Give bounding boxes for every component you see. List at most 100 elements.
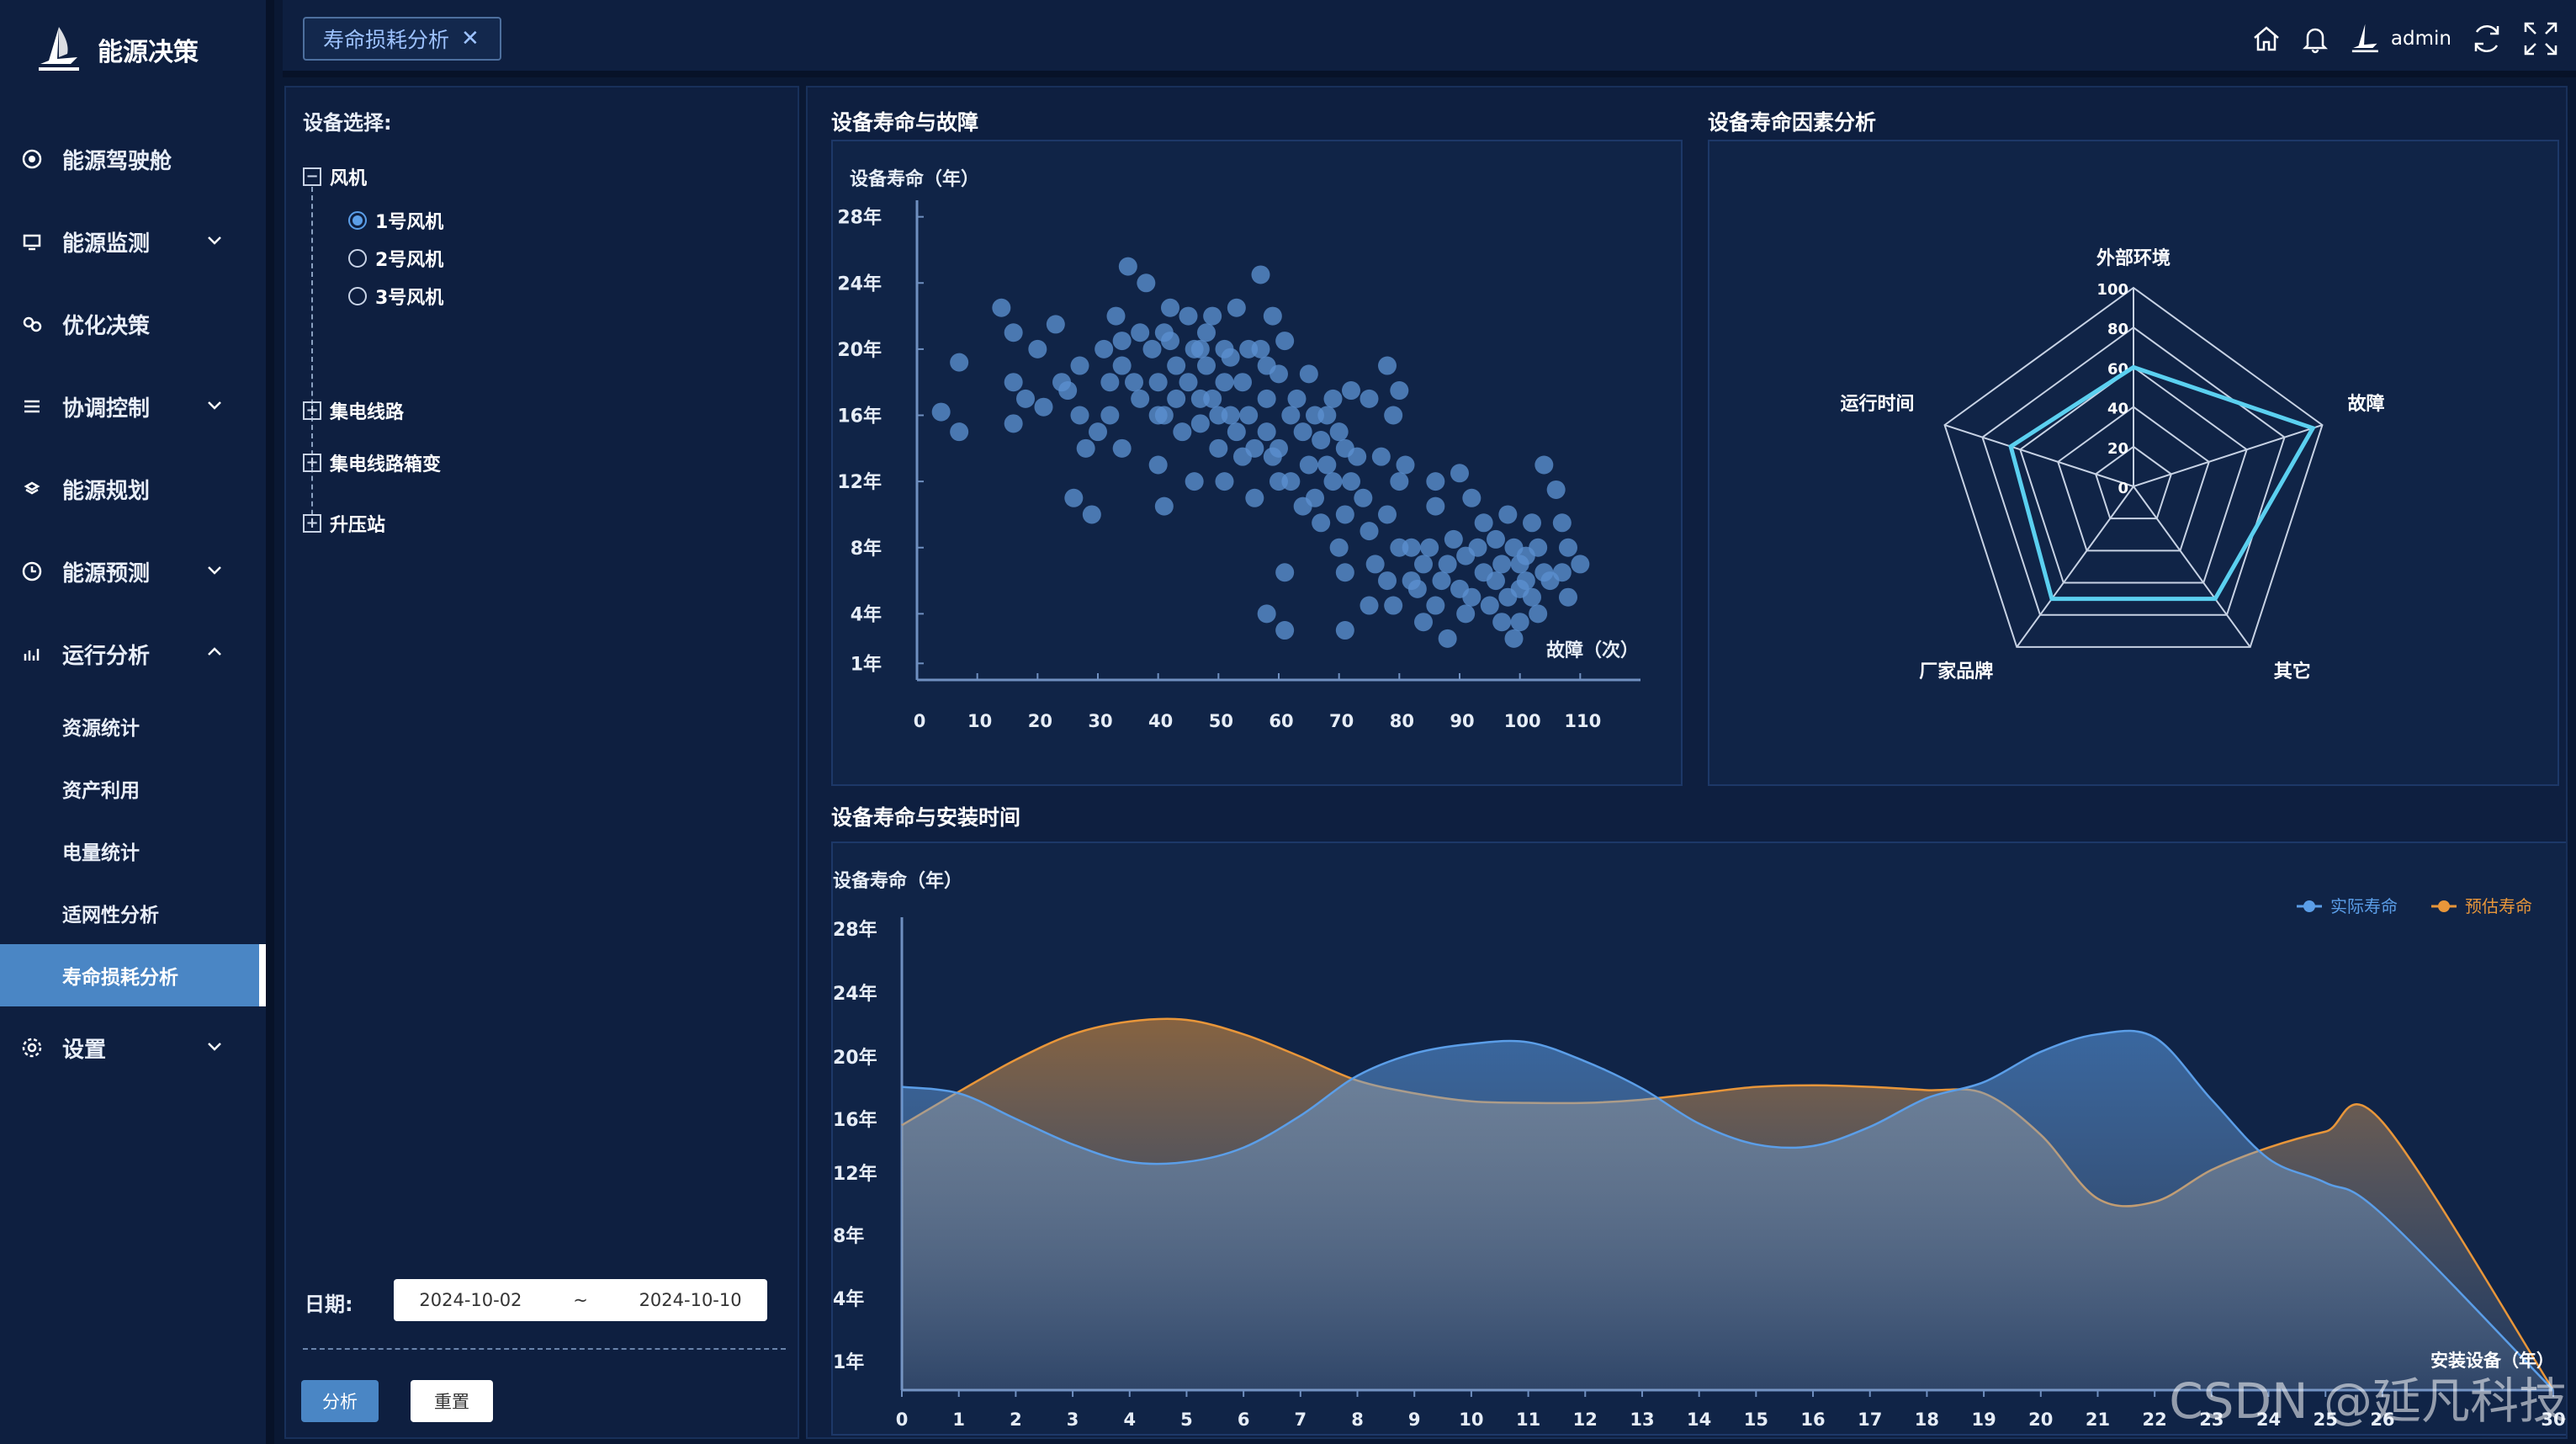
scatter-point (1245, 488, 1264, 507)
analyze-button[interactable]: 分析 (301, 1380, 379, 1422)
scatter-point (1354, 488, 1373, 507)
watermark: CSDN @延凡科技 (2169, 1372, 2568, 1430)
fan-option[interactable]: 2号风机 (348, 245, 443, 272)
scatter-point (1510, 613, 1529, 632)
x-tick-label: 100 (1504, 711, 1541, 731)
tab-life-loss-analysis[interactable]: 寿命损耗分析 ✕ (303, 17, 501, 61)
scatter-point (1317, 406, 1337, 425)
scatter-point (1179, 373, 1198, 392)
x-tick-label: 6 (1238, 1409, 1250, 1430)
scatter-point (1293, 422, 1312, 442)
scatter-point (1360, 596, 1379, 615)
scatter-point (1257, 389, 1276, 408)
legend-label[interactable]: 预估寿命 (2465, 896, 2532, 916)
scatter-point (1197, 323, 1216, 342)
close-icon[interactable]: ✕ (461, 26, 480, 51)
x-axis-label: 故障（次） (1546, 640, 1639, 661)
y-tick-label: 4年 (851, 603, 882, 625)
logo[interactable]: 能源决策 (34, 24, 199, 76)
tree-node-collector-line[interactable]: + 集电线路 (303, 397, 404, 424)
submenu-item[interactable]: 寿命损耗分析 (0, 944, 266, 1006)
date-range-picker[interactable]: 2024-10-02 ~ 2024-10-10 (394, 1279, 767, 1321)
x-tick-label: 12 (1573, 1409, 1598, 1430)
area-title: 设备寿命与安装时间 (831, 805, 1021, 830)
scatter-point (1100, 373, 1120, 392)
scatter-point (1100, 406, 1120, 425)
scatter-point (1209, 438, 1228, 458)
scatter-point (1390, 472, 1409, 491)
chevron-down-icon[interactable] (205, 232, 224, 247)
fan-option-label: 2号风机 (375, 250, 444, 271)
tree-node-fan[interactable]: − 风机 (303, 163, 367, 190)
menu-item-label: 协调控制 (62, 396, 151, 422)
submenu-item[interactable]: 适网性分析 (62, 905, 159, 926)
scatter-point (1275, 563, 1295, 582)
date-to[interactable]: 2024-10-10 (639, 1290, 742, 1310)
x-tick-label: 10 (967, 711, 992, 731)
scatter-point (1227, 422, 1246, 442)
scatter-point (1390, 381, 1409, 401)
legend-label[interactable]: 实际寿命 (2330, 896, 2398, 916)
scatter-point (1089, 422, 1107, 442)
fan-option[interactable]: 3号风机 (348, 283, 443, 310)
y-tick-label: 16年 (833, 1109, 877, 1131)
chevron-up-icon[interactable] (205, 645, 224, 660)
y-axis-label: 设备寿命（年） (850, 168, 979, 190)
legend-marker (2303, 900, 2315, 912)
menu-item-decision[interactable]: 优化决策 (0, 283, 266, 365)
scatter-point (1317, 455, 1337, 475)
scatter-point (1004, 373, 1023, 392)
bell-icon[interactable] (2300, 24, 2330, 54)
menu-item-monitor[interactable]: 能源监测 (0, 200, 266, 283)
radar-grid-ring (1981, 326, 2286, 616)
collapse-icon[interactable]: − (303, 167, 321, 186)
expand-icon[interactable]: + (303, 454, 321, 472)
scatter-point (1474, 513, 1493, 533)
scatter-point (1167, 356, 1186, 375)
scatter-point (1342, 472, 1360, 491)
tree-node-collector-box[interactable]: + 集电线路箱变 (303, 449, 441, 476)
radar-grid-ring (1943, 286, 2324, 648)
date-label: 日期: (305, 1293, 353, 1316)
user-menu[interactable]: admin (2349, 22, 2451, 56)
menu-item-control[interactable]: 协调控制 (0, 365, 266, 448)
tree-node-booster[interactable]: + 升压站 (303, 510, 385, 537)
menu-item-plan[interactable]: 能源规划 (0, 448, 266, 530)
tree-guide-line (311, 187, 313, 523)
filter-panel (284, 86, 799, 1439)
expand-icon[interactable]: + (303, 401, 321, 420)
scatter-point (1456, 604, 1476, 624)
y-tick-label: 20年 (833, 1047, 877, 1069)
submenu-item[interactable]: 资产利用 (62, 780, 140, 802)
chevron-down-icon[interactable] (205, 397, 224, 412)
radio-button[interactable] (348, 249, 367, 268)
menu-item-forecast[interactable]: 能源预测 (0, 530, 266, 613)
chevron-down-icon[interactable] (205, 562, 224, 577)
fullscreen-icon[interactable] (2522, 20, 2559, 57)
tab-label: 寿命损耗分析 (323, 28, 450, 52)
home-icon[interactable] (2251, 24, 2282, 54)
radar-indicator-label: 外部环境 (2096, 247, 2171, 269)
menu-item-dashboard[interactable]: 能源驾驶舱 (0, 118, 266, 200)
radio-button[interactable] (348, 211, 367, 230)
scatter-point (1365, 555, 1385, 574)
x-tick-label: 30 (1088, 711, 1112, 731)
scatter-point (1450, 464, 1469, 483)
reset-button[interactable]: 重置 (411, 1380, 493, 1422)
y-axis-label: 设备寿命（年） (833, 870, 962, 892)
submenu-item[interactable]: 电量统计 (62, 842, 140, 864)
x-tick-label: 24 (2256, 1409, 2281, 1430)
menu-item-analysis[interactable]: 运行分析 (0, 613, 266, 695)
divider (303, 1348, 786, 1350)
submenu-item[interactable]: 资源统计 (62, 718, 140, 740)
expand-icon[interactable]: + (303, 514, 321, 533)
menu-item-settings[interactable]: 设置 (0, 1006, 266, 1089)
date-from[interactable]: 2024-10-02 (419, 1290, 522, 1310)
fan-option[interactable]: 1号风机 (348, 207, 443, 234)
radio-button[interactable] (348, 287, 367, 305)
y-tick-label: 24年 (837, 273, 882, 295)
y-tick-label: 12年 (833, 1163, 877, 1185)
refresh-icon[interactable] (2470, 22, 2504, 56)
chevron-down-icon[interactable] (205, 1038, 224, 1054)
y-tick-label: 1年 (833, 1351, 864, 1373)
